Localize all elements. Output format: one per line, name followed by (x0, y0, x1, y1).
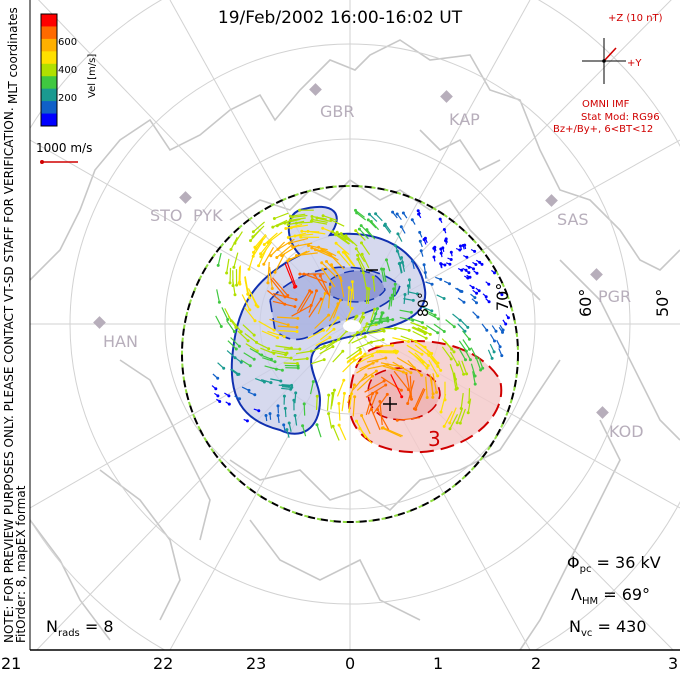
hmb-latitude: ΛHM = 69° (571, 585, 651, 608)
mlt-label-22: 22 (153, 654, 174, 673)
imf-vector (603, 47, 617, 62)
scale-label: 1000 m/s (36, 141, 93, 155)
station-label-han: HAN (103, 332, 138, 351)
legend-tick-400: 400 (58, 65, 78, 76)
latitude-label-50: 50° (653, 288, 672, 317)
velocity-colorbar (41, 14, 57, 127)
mlt-label-2: 2 (531, 654, 542, 673)
coordinates-label: MLT coordinates (6, 7, 20, 104)
imf-y-label: +Y (627, 58, 642, 69)
station-label-pyk: PYK (193, 206, 223, 225)
station-label-kap: KAP (449, 110, 480, 129)
contour-label-negative: - (368, 263, 373, 279)
fit-order: FitOrder: 8, mapEX format (14, 485, 28, 643)
mlt-label-23: 23 (246, 654, 267, 673)
map-title: 19/Feb/2002 16:00-16:02 UT (217, 8, 463, 28)
cell-centres (366, 269, 397, 411)
vector-count: Nvc = 430 (569, 617, 647, 640)
latitude-label-70: 70° (493, 282, 512, 311)
legend-tick-600: 600 (58, 37, 78, 48)
station-label-sto: STO (150, 206, 183, 225)
coastlines (30, 39, 680, 650)
station-label-sas: SAS (557, 210, 589, 229)
cross-polar-potential: Φpc = 36 kV (567, 553, 661, 576)
station-label-pgr: PGR (598, 287, 632, 306)
legend-axis-label: Vel [m/s] (87, 53, 98, 98)
contour-label-positive: 3 (428, 427, 441, 451)
imf-model: Stat Mod: RG96 (581, 112, 660, 123)
station-label-kod: KOD (609, 422, 644, 441)
mlt-label-3: 3 (668, 654, 679, 673)
velocity-vectors (211, 208, 510, 444)
latitude-label-80: 80° (416, 292, 432, 317)
radar-count: Nrads = 8 (46, 617, 114, 640)
mlt-label-0: 0 (345, 654, 356, 673)
mlt-label-21: 21 (1, 654, 22, 673)
station-label-gbr: GBR (320, 102, 355, 121)
legend-tick-200: 200 (58, 93, 78, 104)
imf-condition: Bz+/By+, 6<BT<12 (553, 124, 654, 135)
imf-z-label: +Z (10 nT) (608, 13, 663, 24)
latitude-label-60: 60° (576, 288, 595, 317)
mlt-label-1: 1 (433, 654, 444, 673)
imf-source: OMNI IMF (582, 99, 630, 110)
